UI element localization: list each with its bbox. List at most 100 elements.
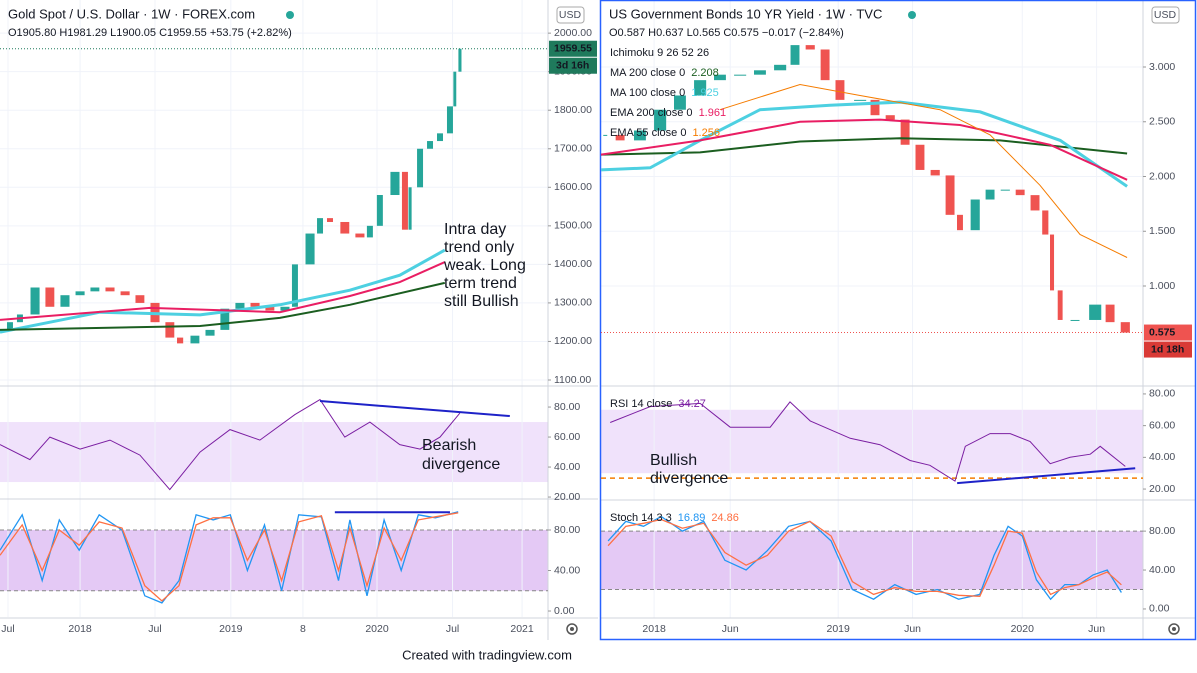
- candle: [45, 287, 55, 307]
- x-tick-label: Jun: [1088, 623, 1105, 635]
- y-tick-label: 20.00: [554, 491, 580, 503]
- y-tick-label: 2000.00: [554, 27, 592, 39]
- candle: [75, 291, 85, 296]
- indicator-line: [600, 137, 1128, 156]
- y-tick-label: 0.00: [1149, 603, 1170, 615]
- candle: [774, 64, 787, 71]
- indicator-line: [719, 83, 1128, 258]
- indicator-line: [0, 281, 446, 331]
- candle: [340, 221, 350, 234]
- settings-icon[interactable]: [1168, 623, 1180, 635]
- candle: [900, 119, 910, 145]
- trend-line: [319, 400, 510, 418]
- y-tick-label: 40.00: [1149, 564, 1175, 576]
- candle: [165, 322, 175, 338]
- candle: [1105, 304, 1115, 323]
- legend-name: MA 200 close 0: [610, 67, 685, 79]
- x-tick-label: Jul: [446, 623, 459, 635]
- annotation: Bearish: [422, 437, 476, 454]
- candle: [6, 322, 13, 330]
- candle: [820, 49, 830, 81]
- y-tick-label: 3.000: [1149, 61, 1175, 73]
- candle: [60, 295, 70, 307]
- y-tick-label: 20.00: [1149, 483, 1175, 495]
- last-price-box: [1144, 324, 1192, 341]
- candle: [1030, 195, 1040, 211]
- candle: [190, 335, 200, 344]
- legend-value: 16.89: [678, 512, 706, 524]
- status-dot: [908, 11, 916, 19]
- candle: [915, 144, 925, 170]
- candle: [30, 287, 40, 315]
- legend-value: 1.925: [691, 87, 719, 99]
- candle: [956, 214, 963, 231]
- currency-box: [556, 6, 585, 24]
- candle: [754, 70, 766, 75]
- footer: Created with tradingview.com: [402, 647, 572, 662]
- legend-name: EMA 55 close 0: [610, 127, 686, 139]
- candle: [177, 337, 184, 344]
- candle: [694, 80, 707, 96]
- candle: [854, 99, 867, 101]
- legend-value: 2.208: [691, 67, 719, 79]
- candle: [835, 80, 845, 100]
- annotation: Intra day: [444, 221, 506, 238]
- candle: [673, 95, 686, 110]
- candle: [1042, 210, 1049, 235]
- x-tick-label: 2020: [1011, 623, 1035, 635]
- trend-line: [957, 467, 1136, 485]
- candle: [250, 302, 260, 307]
- y-tick-label: 0.00: [554, 605, 575, 617]
- x-tick-label: 2018: [68, 623, 92, 635]
- last-price-box: [549, 40, 597, 57]
- x-tick-label: Jul: [148, 623, 161, 635]
- candle: [1000, 189, 1010, 191]
- y-tick-label: 80.00: [1149, 525, 1175, 537]
- candle: [135, 295, 145, 303]
- candle: [458, 48, 462, 72]
- candle: [305, 233, 315, 265]
- y-tick-label: 60.00: [1149, 419, 1175, 431]
- candle: [885, 115, 895, 120]
- legend-value: 1.256: [692, 127, 720, 139]
- candle: [790, 45, 800, 65]
- y-tick-label: 2.000: [1149, 170, 1175, 182]
- x-tick-label: 2018: [642, 623, 666, 635]
- candle: [291, 264, 298, 307]
- legend-entry: RSI 14 close 34.27: [610, 398, 706, 410]
- candle: [105, 287, 115, 292]
- annotation: divergence: [650, 470, 728, 487]
- currency: USD: [1154, 9, 1177, 21]
- countdown-box: [549, 57, 597, 74]
- y-tick-label: 1.000: [1149, 280, 1175, 292]
- active-chart-frame: [599, 0, 1197, 641]
- y-tick-label: 80.00: [1149, 388, 1175, 400]
- currency-box: [1151, 6, 1180, 24]
- candle: [366, 225, 373, 238]
- x-tick-label: Jun: [904, 623, 921, 635]
- y-tick-label: 1600.00: [554, 181, 592, 193]
- annotation: trend only: [444, 239, 514, 256]
- candle: [633, 130, 646, 141]
- indicator-line: [0, 512, 459, 602]
- candle: [1089, 304, 1102, 320]
- countdown: 1d 18h: [1151, 343, 1184, 355]
- y-tick-label: 40.00: [554, 564, 580, 576]
- settings-icon[interactable]: [566, 623, 578, 635]
- y-tick-label: 2.500: [1149, 116, 1175, 128]
- annotation: still Bullish: [444, 293, 519, 310]
- annotation: term trend: [444, 275, 517, 292]
- candle: [734, 74, 747, 76]
- legend-name: EMA 200 close 0: [610, 107, 693, 119]
- candle: [317, 218, 324, 234]
- candle: [1120, 322, 1130, 333]
- annotation: weak. Long: [443, 257, 526, 274]
- legend-value: 1.961: [699, 107, 727, 119]
- y-tick-label: 1500.00: [554, 220, 592, 232]
- indicator-line: [610, 401, 1126, 482]
- y-tick-label: 1300.00: [554, 297, 592, 309]
- candle: [1015, 189, 1025, 196]
- x-tick-label: 2021: [510, 623, 534, 635]
- y-tick-label: 40.00: [554, 461, 580, 473]
- annotation: Bullish: [650, 452, 697, 469]
